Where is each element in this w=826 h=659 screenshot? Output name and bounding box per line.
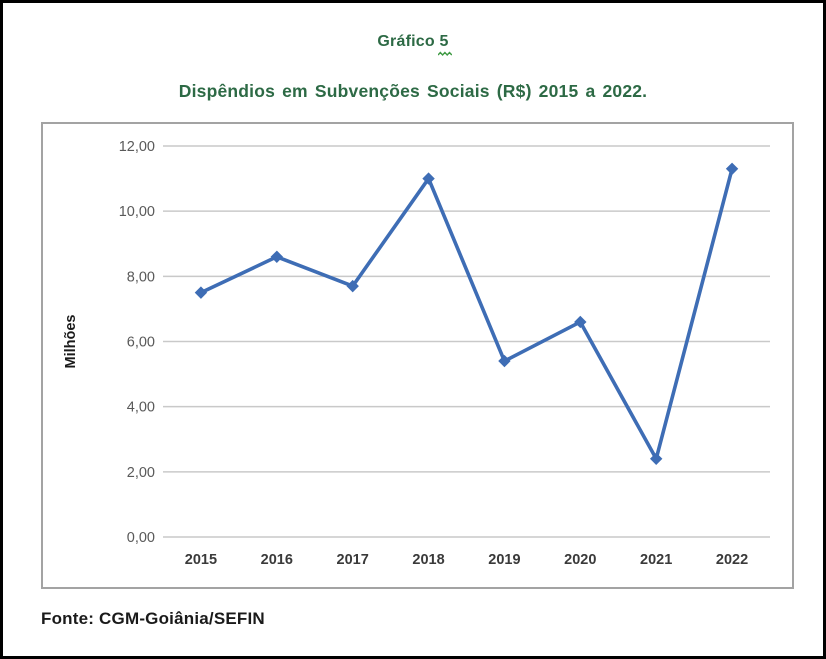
source-note: Fonte: CGM-Goiânia/SEFIN: [41, 609, 265, 628]
x-tick-label: 2015: [185, 552, 217, 568]
x-tick-label: 2018: [412, 552, 444, 568]
data-point-marker: [574, 315, 587, 329]
y-tick-label: 4,00: [127, 400, 155, 416]
y-tick-label: 12,00: [119, 139, 155, 155]
x-tick-label: 2021: [640, 552, 672, 568]
x-tick-label: 2019: [488, 552, 520, 568]
x-tick-label: 2016: [261, 552, 293, 568]
data-point-marker: [270, 250, 284, 263]
chart-number-title-text: Gráfico 5: [377, 33, 449, 50]
data-point-marker: [498, 354, 511, 368]
chart-area: 0,00 2,00 4,00 6,00 8,00 10,00 12,00 2015 2016 20…: [41, 122, 794, 589]
y-axis-title: Milhões: [63, 315, 79, 369]
data-point-marker: [422, 172, 435, 185]
y-tick-label: 0,00: [127, 530, 155, 546]
y-tick-label: 10,00: [119, 204, 155, 220]
chart-number-title: Gráfico 5: [3, 33, 823, 57]
data-point-marker: [194, 286, 208, 299]
line-chart: 0,00 2,00 4,00 6,00 8,00 10,00 12,00 2015 2016 20…: [63, 139, 770, 568]
data-point-marker: [725, 162, 739, 176]
y-tick-label: 8,00: [127, 269, 155, 285]
x-tick-label: 2017: [337, 552, 369, 568]
data-point-marker: [346, 279, 359, 293]
x-tick-label: 2020: [564, 552, 596, 568]
data-point-marker: [649, 452, 663, 466]
y-tick-label: 6,00: [127, 335, 155, 351]
spellcheck-squiggle-icon: [437, 51, 452, 57]
y-tick-label: 2,00: [127, 465, 155, 481]
series-line: [199, 167, 734, 461]
chart-subtitle: Dispêndios em Subvenções Sociais (R$) 20…: [178, 81, 648, 101]
x-tick-label: 2022: [716, 552, 748, 568]
